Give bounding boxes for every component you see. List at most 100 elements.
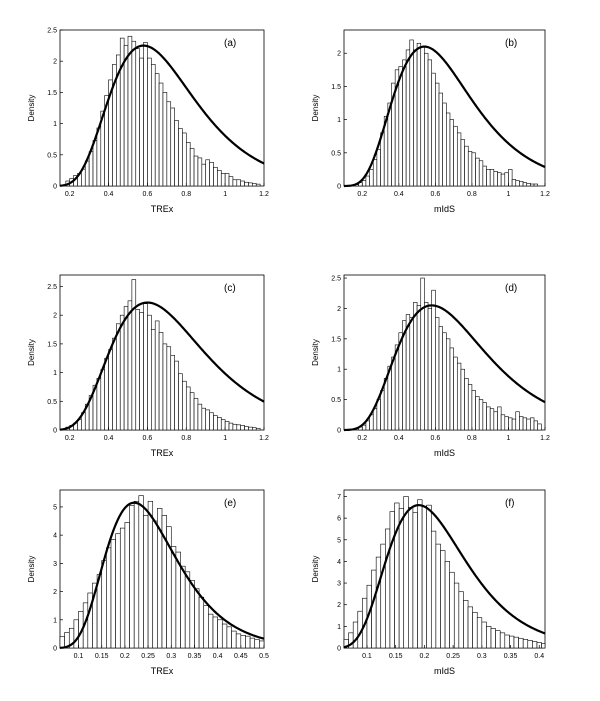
panel-5: 0.1 0.15 0.2 0.25 0.3 0.35 0.4 0 1 2 3 4 5 6 7 mIdS Dens… <box>311 489 546 676</box>
histogram-bar <box>376 399 381 431</box>
histogram-bar <box>88 151 94 187</box>
histogram-bar <box>372 159 378 187</box>
histogram-bar <box>232 423 238 431</box>
histogram-bar <box>527 640 533 649</box>
histogram-bar <box>252 427 257 431</box>
histogram-bar <box>482 402 487 431</box>
histogram-bar <box>464 378 469 431</box>
histogram-bar <box>106 547 112 649</box>
histogram-bar <box>478 160 484 187</box>
histogram-bar <box>402 59 407 187</box>
histogram-bar <box>511 179 517 187</box>
histogram-bar <box>371 569 377 649</box>
x-tick-label: 1.2 <box>540 191 550 198</box>
histogram-bar <box>435 317 440 431</box>
histogram-bar <box>205 159 210 187</box>
y-tick-label: 4 <box>53 533 57 540</box>
y-tick-label: 2 <box>53 59 57 66</box>
histogram-bar <box>478 399 484 431</box>
histogram-bar <box>460 368 465 431</box>
histogram-bar <box>255 427 261 431</box>
histogram-bar <box>59 636 65 649</box>
histogram-bar <box>513 636 519 649</box>
histogram-bar <box>119 527 126 649</box>
histogram-bar <box>413 302 418 431</box>
histogram-bar <box>182 380 187 431</box>
histogram-bar <box>92 140 98 187</box>
histogram-bar <box>197 157 203 187</box>
histogram-bar <box>197 403 203 431</box>
histogram-bar <box>208 613 214 649</box>
histogram-bar <box>143 303 148 431</box>
panel-0: 0.2 0.4 0.6 0.8 1 1.2 0 0.5 1 1.5 2 2.5 TREx Density (… <box>27 28 269 215</box>
y-tick-label: 2 <box>337 602 341 609</box>
histogram-bar <box>96 127 102 187</box>
histogram-bar <box>458 591 464 649</box>
histogram-bar <box>508 169 513 187</box>
x-tick-label: 0.35 <box>188 653 202 660</box>
histogram-bar <box>486 169 491 187</box>
y-tick-label: 1 <box>337 624 341 631</box>
histogram-bar <box>482 165 487 187</box>
histogram-bar <box>220 419 226 431</box>
histogram-bar <box>221 623 228 649</box>
panel-3: 0.2 0.4 0.6 0.8 1 1.2 0 0.5 1 1.5 2 2.5 mIdS Density (… <box>311 274 550 458</box>
histogram-bar <box>464 145 469 187</box>
y-tick-label: 0 <box>53 428 57 435</box>
histogram-bar <box>151 64 156 187</box>
y-tick-label: 0.5 <box>331 150 341 157</box>
histogram-bar <box>475 396 480 431</box>
y-tick-label: 1.5 <box>47 341 57 348</box>
x-tick-label: 0.4 <box>213 653 223 660</box>
histogram-bar <box>500 173 506 187</box>
x-tick-label: 1 <box>507 435 511 442</box>
histogram-bar <box>420 277 425 431</box>
histogram-bar <box>162 92 168 187</box>
histogram-bar <box>380 390 385 431</box>
histogram-bar <box>178 373 183 431</box>
histogram-bar <box>147 57 152 187</box>
histogram-bar <box>515 411 520 431</box>
histogram-bar <box>481 621 487 649</box>
x-axis-label: TREx <box>151 204 174 214</box>
histogram-bar <box>453 356 458 431</box>
histogram-bar <box>446 338 451 431</box>
fitted-curve <box>59 44 265 187</box>
histogram-bar <box>115 533 121 649</box>
y-tick-label: 3 <box>53 561 57 568</box>
histogram-bar <box>240 635 246 649</box>
histogram-bar <box>376 149 381 187</box>
y-axis-label: Density <box>311 95 320 122</box>
x-tick-label: 0.4 <box>394 435 404 442</box>
histogram-bar <box>369 169 374 187</box>
y-axis-label: Density <box>27 95 36 122</box>
y-tick-label: 0.5 <box>47 399 57 406</box>
histogram-bar <box>203 605 209 649</box>
histogram-bar <box>352 621 359 649</box>
histogram-bar <box>533 420 538 431</box>
histogram-bar <box>537 423 542 431</box>
y-tick-label: 4 <box>337 559 341 566</box>
x-tick-label: 0.2 <box>357 435 367 442</box>
histogram-bar <box>184 571 191 649</box>
histogram-bar <box>460 139 465 187</box>
x-tick-label: 0.15 <box>389 653 403 660</box>
histogram-bar <box>116 323 121 431</box>
panel-label: (a) <box>224 38 236 49</box>
y-tick-label: 2 <box>53 313 57 320</box>
x-axis-label: mIdS <box>434 448 455 458</box>
histogram-bar <box>476 617 483 649</box>
histogram-bar <box>427 59 433 187</box>
y-tick-label: 5 <box>337 537 341 544</box>
x-tick-label: 0.6 <box>430 435 440 442</box>
histogram-bar <box>112 337 117 431</box>
histogram-bar <box>143 42 148 187</box>
histogram-bar <box>119 314 125 431</box>
histogram-bar <box>497 406 502 431</box>
histogram-bar <box>166 101 172 187</box>
histogram-bar <box>201 407 207 431</box>
histogram-bar <box>133 500 140 649</box>
x-tick-label: 0.4 <box>104 191 114 198</box>
histogram-bar <box>119 37 125 187</box>
